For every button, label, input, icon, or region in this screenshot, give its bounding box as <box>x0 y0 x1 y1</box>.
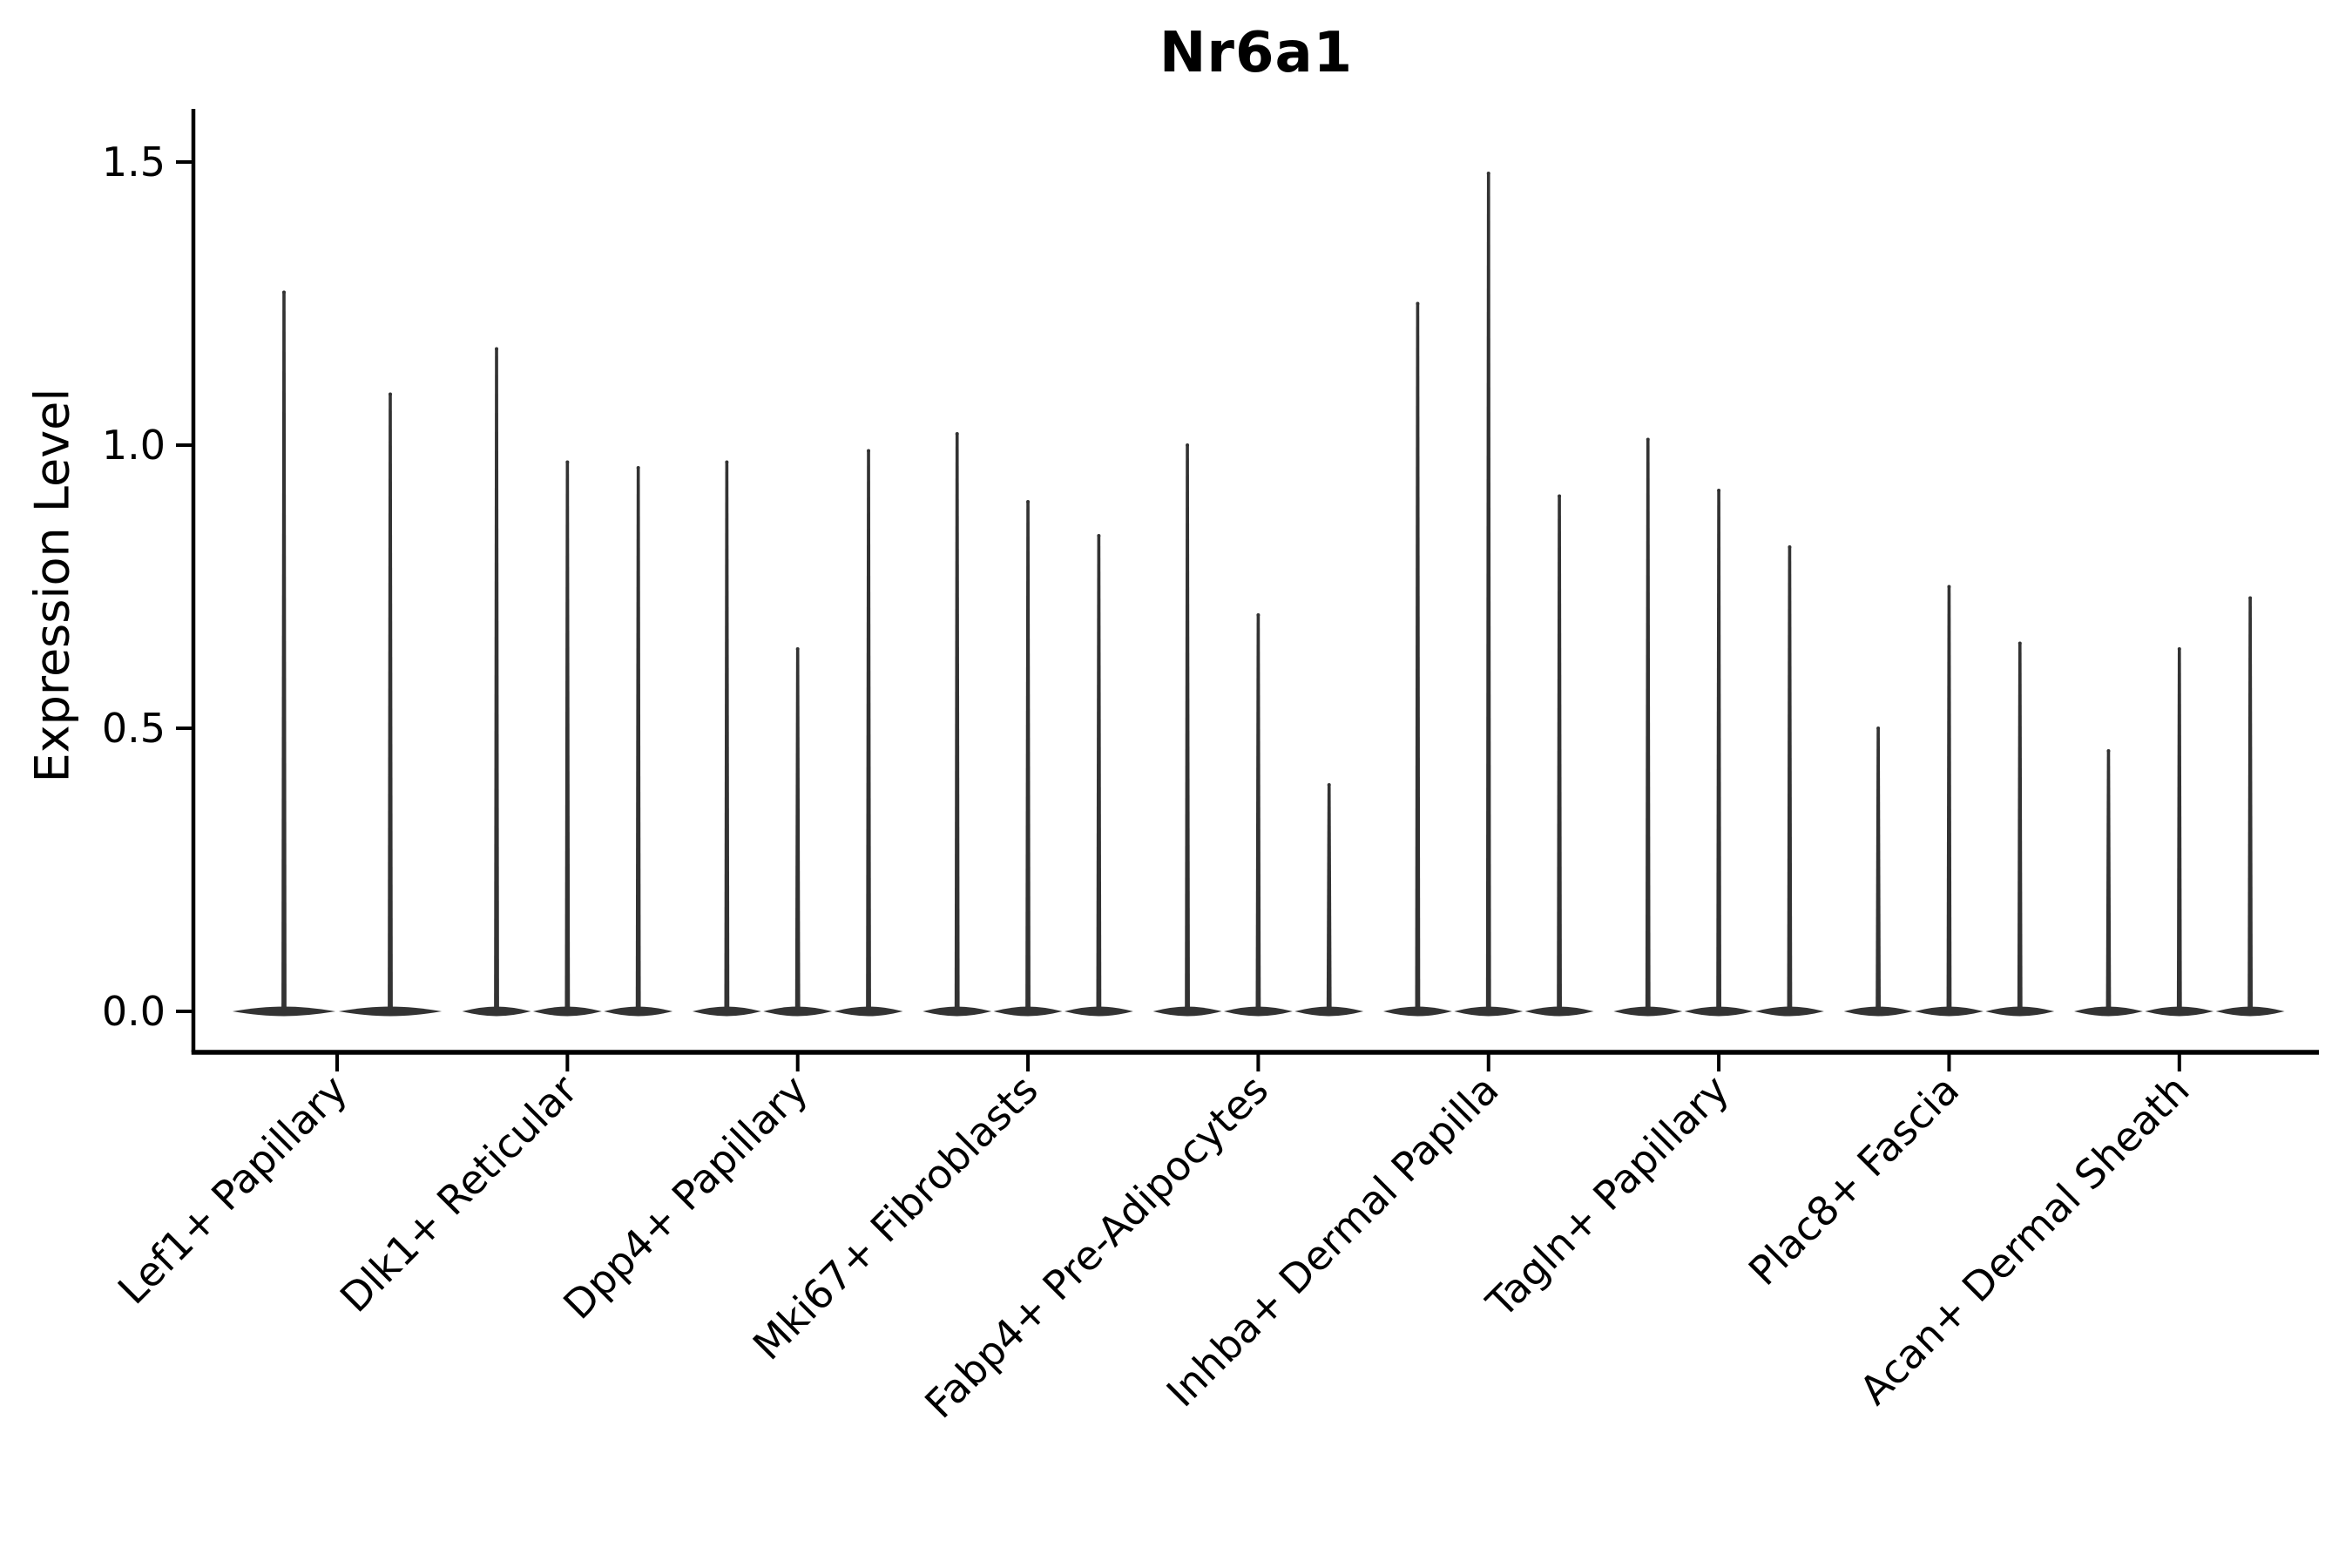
violin-body <box>232 1006 336 1017</box>
violin-spike-tip <box>1186 443 1190 447</box>
violin-spike <box>954 434 960 1010</box>
violin-body <box>993 1006 1063 1017</box>
x-tick-label: Dpp4+ Papillary <box>554 1066 816 1328</box>
violin-body <box>923 1006 992 1017</box>
violin-spike-tip <box>1416 301 1420 306</box>
violin-body <box>1382 1006 1452 1017</box>
violin-body <box>1843 1006 1913 1017</box>
violin-spike-tip <box>1876 727 1881 730</box>
violin-spike-tip <box>1097 534 1101 537</box>
violin-spike-tip <box>282 290 286 294</box>
violin-body <box>1684 1006 1754 1017</box>
violin-spike-tip <box>955 432 959 436</box>
violin-spike-tip <box>1717 489 1721 492</box>
violin-spike <box>1946 586 1952 1010</box>
violin-spike <box>1255 615 1261 1010</box>
violin-spike <box>2105 751 2112 1010</box>
violin-spike-tip <box>2248 596 2253 600</box>
violin-spike <box>1716 490 1721 1010</box>
violin-body <box>834 1006 903 1017</box>
violin-spike <box>724 462 730 1010</box>
violin-body <box>1223 1006 1293 1017</box>
violin-body <box>1985 1006 2055 1017</box>
violin-spike-tip <box>1558 494 1562 498</box>
y-tick-label: 0.5 <box>102 705 166 752</box>
x-tick-label: Dlk1+ Reticular <box>331 1066 586 1321</box>
violin-spike <box>1557 496 1562 1010</box>
violin-body <box>1524 1006 1594 1017</box>
violin-spike-tip <box>2017 641 2022 645</box>
violin-spike <box>494 348 499 1010</box>
violin-spike <box>2176 649 2182 1010</box>
violin-spike-tip <box>867 449 871 453</box>
violin-body <box>1613 1006 1683 1017</box>
violin-body <box>1064 1006 1133 1017</box>
violin-spike <box>794 649 801 1010</box>
violin-body <box>604 1006 673 1017</box>
violin-spike <box>1326 785 1332 1010</box>
violin-spike <box>1025 502 1031 1010</box>
violin-spike <box>866 450 871 1010</box>
violin-spike <box>1415 303 1421 1010</box>
violin-body <box>2215 1006 2285 1017</box>
violin-spike <box>2017 643 2023 1010</box>
violin-spike-tip <box>1486 172 1490 175</box>
violin-spike-tip <box>1026 500 1031 504</box>
violin-spike <box>1876 728 1882 1010</box>
violin-spike <box>1787 547 1793 1010</box>
violin-body <box>1152 1006 1222 1017</box>
violin-spike <box>281 292 287 1010</box>
y-tick-label: 0.0 <box>102 988 166 1035</box>
violin-body <box>1294 1006 1364 1017</box>
violin-body <box>338 1006 443 1017</box>
violin-spike-tip <box>1327 783 1331 787</box>
violin-spike <box>635 468 641 1010</box>
violin-spike <box>1096 536 1102 1010</box>
violin-body <box>1754 1006 1824 1017</box>
violin-spike-tip <box>1788 545 1792 549</box>
violin-spike-tip <box>2106 749 2111 753</box>
violin-body <box>763 1006 833 1017</box>
violin-spike-tip <box>389 392 392 396</box>
violin-spike-tip <box>1947 585 1951 589</box>
violin-spike-tip <box>495 347 499 351</box>
y-tick-label: 1.5 <box>102 139 166 186</box>
chart-title: Nr6a1 <box>1159 21 1354 85</box>
violin-spike <box>1645 439 1651 1010</box>
violin-spike-tip <box>565 460 570 464</box>
violin-body <box>1454 1006 1524 1017</box>
x-tick-label: Plac8+ Fascia <box>1740 1066 1968 1294</box>
violin-spike-tip <box>2177 647 2181 651</box>
x-tick-label: Lef1+ Papillary <box>109 1066 356 1314</box>
violin-spike-tip <box>1646 437 1650 442</box>
violin-body <box>1915 1006 1984 1017</box>
violin-body <box>692 1006 761 1017</box>
violin-body <box>462 1006 531 1017</box>
violin-spike-tip <box>795 647 800 651</box>
x-tick-label: Tagln+ Papillary <box>1477 1066 1738 1328</box>
violin-spike <box>564 462 571 1010</box>
violin-spike-tip <box>636 466 640 470</box>
violin-spike <box>2247 598 2254 1010</box>
violin-body <box>2145 1006 2214 1017</box>
violin-spike-tip <box>1256 613 1260 617</box>
violin-body <box>532 1006 602 1017</box>
violin-spike <box>388 394 393 1010</box>
violin-spike-tip <box>725 460 729 464</box>
violin-spike <box>1485 173 1491 1010</box>
violin-spike <box>1185 445 1190 1010</box>
y-tick-label: 1.0 <box>102 422 166 469</box>
violin-body <box>2074 1006 2143 1017</box>
